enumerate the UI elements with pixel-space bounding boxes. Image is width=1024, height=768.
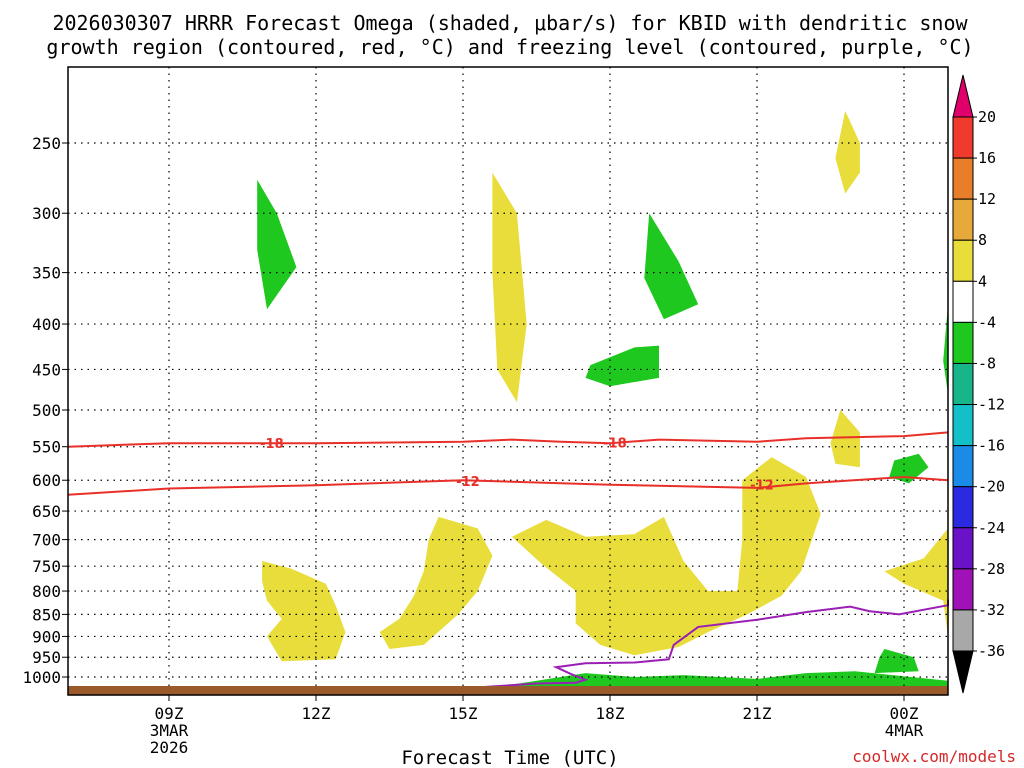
colorbar-label-5: 4 [978, 272, 987, 290]
y-tick-label-1000: 1000 [22, 668, 61, 687]
contour--18 [67, 431, 949, 448]
colorbar-bin-8 [952, 404, 974, 447]
omega-shading-layer [257, 110, 948, 689]
colorbar-bin-3 [952, 198, 974, 241]
omega-region-2 [644, 213, 699, 320]
grid-lines [68, 67, 948, 695]
x-tick-label-00Z-2: 4MAR [885, 721, 924, 740]
colorbar-label-3: 12 [978, 190, 996, 208]
y-tick-label-950: 950 [32, 648, 61, 667]
x-tick-label-18Z-1: 18Z [596, 704, 625, 723]
contour-freezing-level [462, 599, 949, 690]
y-axis-pressure-ticks: 250 300 350 400 450 500 550 600 650 700 750 800 850 9… [22, 134, 68, 687]
colorbar-bin-12 [952, 568, 974, 611]
colorbar-bin-13 [952, 609, 974, 652]
colorbar-label-12: -28 [978, 560, 1005, 578]
colorbar-bin-9 [952, 445, 974, 488]
colorbar-bin-5 [952, 280, 974, 323]
chart-title-line-1: 2026030307 HRRR Forecast Omega (shaded, … [52, 11, 968, 35]
y-tick-label-750: 750 [32, 557, 61, 576]
omega-region-5 [874, 649, 919, 674]
colorbar-label-7: -8 [978, 354, 996, 372]
x-tick-label-12Z-1: 12Z [302, 704, 331, 723]
colorbar-label-8: -12 [978, 396, 1005, 414]
omega-region-6 [943, 304, 948, 426]
ground-surface [68, 686, 948, 695]
contour-label--12-2: -12 [750, 479, 774, 494]
colorbar: 20 16 12 8 4 -4 -8 -12 -16 -20 -24 -28 -32 -36 [952, 74, 1005, 694]
colorbar-label-11: -24 [978, 519, 1005, 537]
x-tick-label-21Z-1: 21Z [743, 704, 772, 723]
x-tick-label-00Z-1: 00Z [890, 704, 919, 723]
colorbar-label-6: -4 [978, 313, 996, 331]
colorbar-label-14: -36 [978, 642, 1005, 660]
omega-region-4 [889, 453, 929, 484]
y-tick-label-550: 550 [32, 438, 61, 457]
x-tick-label-09Z-1: 09Z [155, 704, 184, 723]
x-tick-label-15Z-1: 15Z [449, 704, 478, 723]
omega-region-3 [585, 345, 659, 387]
y-tick-label-300: 300 [32, 204, 61, 223]
colorbar-bin-10 [952, 486, 974, 529]
y-tick-label-800: 800 [32, 582, 61, 601]
y-tick-label-850: 850 [32, 605, 61, 624]
colorbar-bin-2 [952, 157, 974, 200]
plot-frame [67, 66, 949, 696]
omega-region-1 [257, 179, 297, 310]
contour-layer: -18 -18 -12 -12 [67, 431, 949, 690]
colorbar-bin-6 [952, 321, 974, 364]
contour-label--12-1: -12 [456, 475, 480, 490]
y-tick-label-250: 250 [32, 134, 61, 153]
y-tick-label-700: 700 [32, 531, 61, 550]
x-axis-label: Forecast Time (UTC) [401, 747, 618, 768]
y-tick-label-600: 600 [32, 471, 61, 490]
contour-label--18-2: -18 [603, 436, 627, 451]
omega-region-12 [379, 516, 493, 649]
x-tick-label-09Z-3: 2026 [150, 738, 189, 757]
colorbar-bin-11 [952, 527, 974, 570]
y-tick-label-650: 650 [32, 502, 61, 521]
contour-label--18-1: -18 [260, 437, 284, 452]
y-tick-label-900: 900 [32, 627, 61, 646]
omega-region-8 [492, 172, 527, 403]
colorbar-bin-7 [952, 362, 974, 406]
y-tick-label-450: 450 [32, 360, 61, 379]
omega-region-7 [487, 671, 948, 689]
colorbar-label-13: -32 [978, 601, 1005, 619]
chart-title-line-2: growth region (contoured, red, °C) and f… [46, 35, 973, 59]
colorbar-bin-4 [952, 239, 974, 282]
source-credit: coolwx.com/models [852, 747, 1016, 766]
y-tick-label-400: 400 [32, 315, 61, 334]
colorbar-top-arrow [952, 74, 974, 118]
y-tick-label-350: 350 [32, 264, 61, 283]
colorbar-label-9: -16 [978, 437, 1005, 455]
omega-region-13 [512, 457, 821, 656]
colorbar-label-1: 20 [978, 108, 996, 126]
colorbar-label-2: 16 [978, 149, 996, 167]
omega-region-9 [835, 110, 860, 194]
x-tick-label-09Z-2: 3MAR [150, 721, 189, 740]
colorbar-label-10: -20 [978, 478, 1005, 496]
omega-region-14 [884, 492, 948, 670]
colorbar-bottom-arrow [952, 650, 974, 694]
colorbar-bin-1 [952, 116, 974, 159]
omega-region-10 [830, 410, 860, 468]
colorbar-label-4: 8 [978, 231, 987, 249]
y-tick-label-500: 500 [32, 401, 61, 420]
contour--12 [67, 475, 949, 496]
